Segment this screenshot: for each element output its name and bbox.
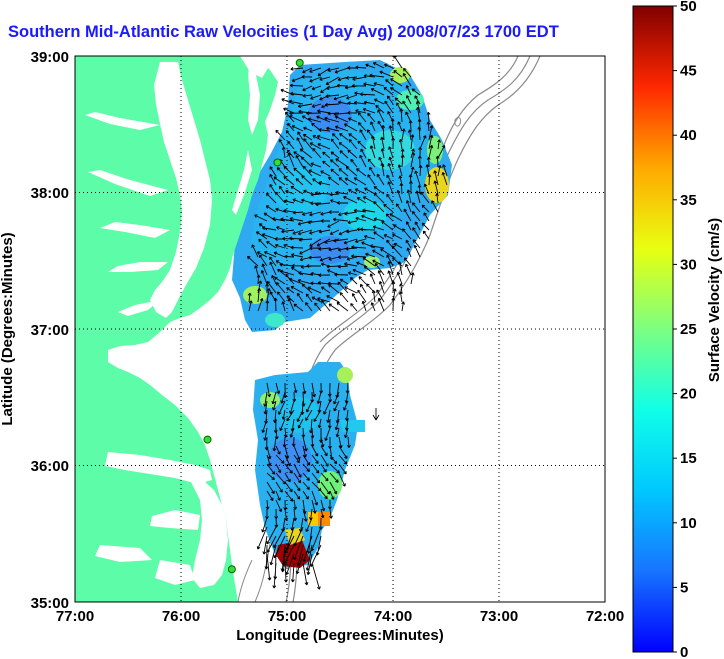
x-tick-label: 75:00 (268, 608, 306, 625)
colorbar-tick-label: 15 (680, 450, 697, 467)
colorbar-tick-label: 40 (680, 127, 697, 144)
x-tick-label: 74:00 (374, 608, 412, 625)
vector-arrow (372, 408, 380, 421)
page-title: Southern Mid-Atlantic Raw Velocities (1 … (8, 23, 559, 41)
pamlico-sound (95, 452, 228, 588)
y-tick-label: 36:00 (31, 458, 69, 475)
y-tick-label: 35:00 (31, 595, 69, 612)
delaware-bay (240, 56, 268, 78)
station-marker (203, 435, 212, 444)
x-tick-labels: 77:00 76:00 75:00 74:00 73:00 72:00 (56, 608, 624, 625)
y-tick-labels: 39:00 38:00 37:00 36:00 35:00 (31, 49, 69, 612)
colorbar-tick-label: 25 (680, 321, 697, 338)
station-marker (295, 58, 304, 67)
chesapeake-bay (85, 62, 260, 318)
colorbar-ticks: 0 5 10 15 20 25 30 35 40 45 50 (673, 0, 697, 659)
x-tick-label: 76:00 (162, 608, 200, 625)
x-tick-label: 73:00 (480, 608, 518, 625)
y-tick-label: 37:00 (31, 322, 69, 339)
colorbar-tick-label: 30 (680, 256, 697, 273)
y-tick-label: 38:00 (31, 185, 69, 202)
radar-stations (203, 58, 304, 574)
colorbar: 0 5 10 15 20 25 30 35 40 45 50 Surface Velocity (c… (632, 0, 723, 659)
colorbar-tick-label: 10 (680, 515, 697, 532)
colorbar-tick-label: 50 (680, 0, 697, 15)
colorbar-label: Surface Velocity (cm/s) (706, 218, 723, 382)
station-marker (227, 565, 236, 574)
x-tick-label: 72:00 (586, 608, 624, 625)
station-marker (273, 158, 282, 167)
x-tick-label: 77:00 (56, 608, 94, 625)
y-tick-label: 39:00 (31, 49, 69, 66)
colorbar-tick-label: 0 (680, 644, 688, 659)
x-axis-title: Longitude (Degrees:Minutes) (236, 627, 444, 644)
colorbar-tick-label: 35 (680, 192, 697, 209)
velocity-vectors (247, 56, 448, 590)
colorbar-scale (632, 5, 674, 653)
colorbar-tick-label: 45 (680, 63, 697, 80)
y-axis-title: Latitude (Degrees:Minutes) (0, 232, 16, 425)
colorbar-tick-label: 20 (680, 386, 697, 403)
colorbar-tick-label: 5 (680, 579, 688, 596)
plot-frame (74, 55, 606, 603)
grid-lines (75, 56, 605, 602)
vector-arrows (247, 56, 448, 590)
